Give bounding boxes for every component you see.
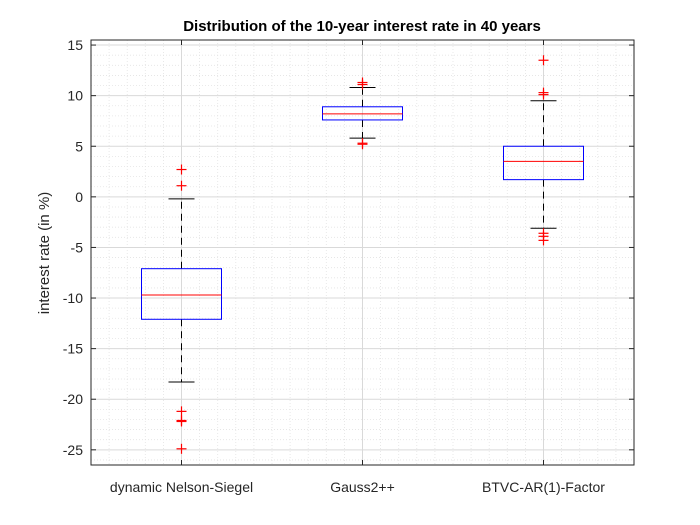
- y-tick-label: 15: [67, 37, 83, 53]
- box-group: [503, 55, 584, 246]
- x-tick-label: BTVC-AR(1)-Factor: [482, 479, 605, 495]
- iqr-box: [141, 268, 222, 320]
- outlier-marker: [176, 180, 187, 191]
- y-tick-label: -25: [63, 442, 83, 458]
- outlier-marker: [357, 79, 368, 90]
- outlier-marker: [538, 235, 549, 246]
- box-group: [322, 77, 403, 150]
- y-tick-label: -5: [71, 239, 84, 255]
- iqr-box: [503, 145, 584, 181]
- y-tick-label: -20: [63, 391, 83, 407]
- boxes-layer: [141, 55, 584, 454]
- outlier-marker: [357, 139, 368, 150]
- x-tick-label: dynamic Nelson-Siegel: [110, 479, 253, 495]
- outlier-marker: [176, 443, 187, 454]
- outlier-marker: [538, 89, 549, 100]
- x-tick-label: Gauss2++: [330, 479, 395, 495]
- y-tick-label: -10: [63, 290, 83, 306]
- y-tick-label: 0: [75, 189, 83, 205]
- iqr-box: [322, 106, 403, 121]
- outlier-marker: [176, 416, 187, 427]
- outlier-marker: [176, 406, 187, 417]
- y-ticks: 15 10 5 0 -5 -10 -15 -20 -25: [63, 37, 634, 458]
- x-ticks: dynamic Nelson-Siegel Gauss2++ BTVC-AR(1)-…: [110, 40, 605, 495]
- y-tick-label: 10: [67, 88, 83, 104]
- y-axis-label: interest rate (in %): [36, 192, 53, 315]
- chart-title: Distribution of the 10-year interest rat…: [183, 18, 541, 35]
- outlier-marker: [538, 55, 549, 66]
- outlier-marker: [176, 164, 187, 175]
- y-tick-label: -15: [63, 341, 83, 357]
- y-tick-label: 5: [75, 138, 83, 154]
- box-group: [141, 164, 222, 454]
